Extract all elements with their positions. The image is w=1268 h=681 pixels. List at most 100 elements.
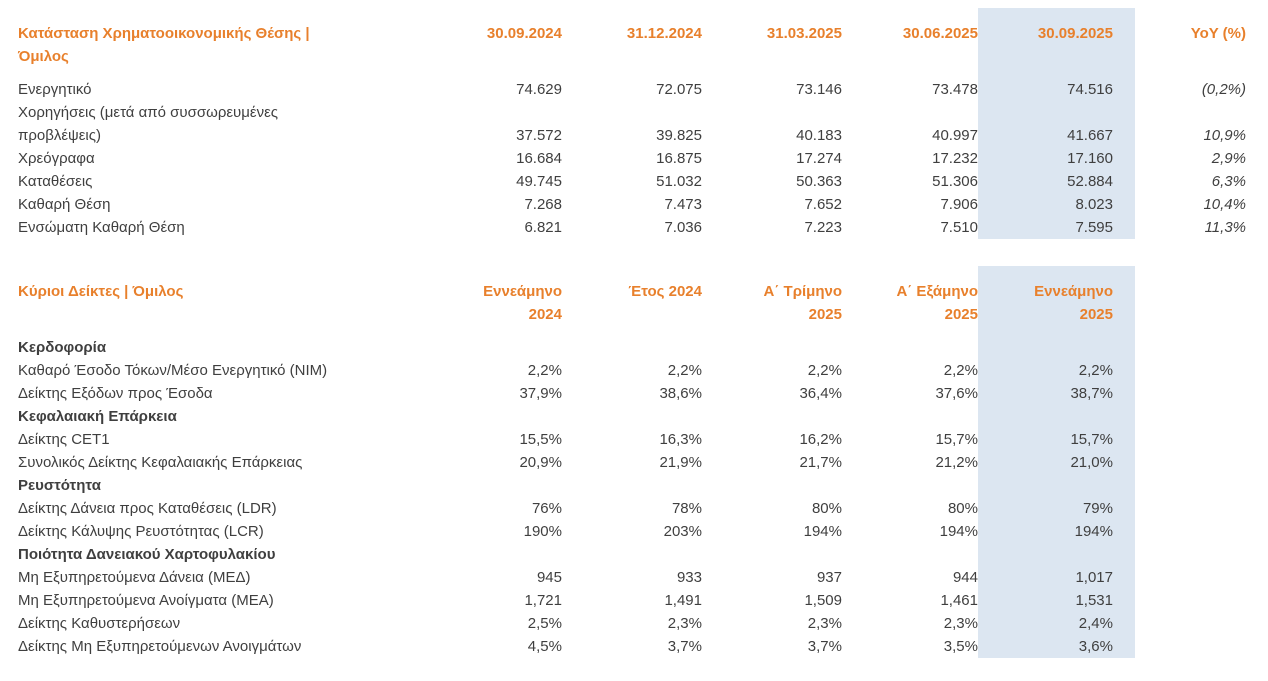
value-cell: 1,017	[978, 566, 1135, 589]
balance-sheet-body: Ενεργητικό 74.629 72.075 73.146 73.478 74.516…	[18, 68, 1246, 239]
table-row: Δείκτης Μη Εξυπηρετούμενων Ανοιγμάτων 4,5…	[18, 635, 1135, 658]
value-cell: 38,7%	[978, 382, 1135, 405]
value-cell: 190%	[523, 523, 562, 540]
empty-cell	[422, 474, 562, 497]
column-header: Α΄ Εξάμηνο 2025	[896, 283, 978, 323]
key-indicators-table: Κύριοι Δείκτες | Όμιλος Εννεάμηνο 2024 Έτ…	[18, 266, 1135, 658]
section-label: Ποιότητα Δανειακού Χαρτοφυλακίου	[18, 546, 276, 563]
value-cell: 7.595	[978, 216, 1135, 239]
value-cell: 52.884	[978, 170, 1135, 193]
column-header: 30.06.2025	[902, 25, 978, 42]
empty-cell	[702, 543, 842, 566]
row-label: Χρεόγραφα	[18, 150, 95, 167]
value-cell: 16.875	[656, 150, 702, 167]
row-label: Καθαρή Θέση	[18, 196, 111, 213]
table-row: Δείκτης CET1 15,5% 16,3% 16,2% 15,7% 15,7%	[18, 428, 1135, 451]
value-cell: 40.183	[796, 127, 842, 144]
section-label: Ρευστότητα	[18, 477, 101, 494]
yoy-value-cell: 2,9%	[1211, 150, 1246, 167]
empty-cell	[842, 543, 978, 566]
value-cell: 73.478	[932, 81, 978, 98]
column-header: Εννεάμηνο 2025	[978, 266, 1135, 326]
row-label: Μη Εξυπηρετούμενα Ανοίγματα (ΜΕΑ)	[18, 592, 274, 609]
empty-cell	[702, 405, 842, 428]
value-cell: 2,2%	[978, 359, 1135, 382]
empty-cell	[978, 326, 1135, 359]
value-cell: 944	[952, 569, 978, 586]
value-cell: 16.684	[516, 150, 562, 167]
empty-cell	[702, 474, 842, 497]
value-cell: 51.032	[656, 173, 702, 190]
value-cell: 74.629	[516, 81, 562, 98]
value-cell: 7.473	[664, 196, 702, 213]
yoy-value-cell: 10,9%	[1203, 127, 1246, 144]
column-header: 31.12.2024	[626, 25, 702, 42]
value-cell: 945	[536, 569, 562, 586]
value-cell: 41.667	[978, 101, 1135, 147]
value-cell: 74.516	[978, 68, 1135, 101]
value-cell: 194%	[803, 523, 842, 540]
value-cell: 20,9%	[519, 454, 562, 471]
column-header: 31.03.2025	[766, 25, 842, 42]
value-cell: 50.363	[796, 173, 842, 190]
empty-cell	[842, 326, 978, 359]
value-cell: 21,2%	[935, 454, 978, 471]
value-cell: 3,7%	[667, 638, 702, 655]
value-cell: 7.906	[940, 196, 978, 213]
value-cell: 40.997	[932, 127, 978, 144]
value-cell: 37,6%	[935, 385, 978, 402]
value-cell: 1,721	[524, 592, 562, 609]
column-header: Εννεάμηνο 2024	[483, 283, 562, 323]
value-cell: 8.023	[978, 193, 1135, 216]
section-row: Κερδοφορία	[18, 326, 1135, 359]
value-cell: 7.652	[804, 196, 842, 213]
table-row: Δείκτης Εξόδων προς Έσοδα 37,9% 38,6% 36,4%…	[18, 382, 1135, 405]
value-cell: 937	[816, 569, 842, 586]
value-cell: 80%	[947, 500, 978, 517]
empty-cell	[842, 405, 978, 428]
row-label: Συνολικός Δείκτης Κεφαλαιακής Επάρκειας	[18, 454, 303, 471]
row-label: Καθαρό Έσοδο Τόκων/Μέσο Ενεργητικό (ΝΙΜ)	[18, 362, 328, 379]
value-cell: 49.745	[516, 173, 562, 190]
empty-cell	[422, 543, 562, 566]
row-label: Ενσώματη Καθαρή Θέση	[18, 219, 185, 236]
empty-cell	[562, 405, 702, 428]
value-cell: 37.572	[516, 127, 562, 144]
yoy-value-cell: 11,3%	[1204, 219, 1246, 236]
table-row: Δείκτης Κάλυψης Ρευστότητας (LCR) 190% 203…	[18, 520, 1135, 543]
balance-sheet-title: Κατάσταση Χρηματοοικονομικής Θέσης | Όμι…	[18, 25, 310, 65]
value-cell: 203%	[663, 523, 702, 540]
table-row: Μη Εξυπηρετούμενα Δάνεια (ΜΕΔ) 945 933 937 9…	[18, 566, 1135, 589]
value-cell: 2,2%	[943, 362, 978, 379]
value-cell: 2,4%	[978, 612, 1135, 635]
value-cell: 21,7%	[799, 454, 842, 471]
table-row: Καθαρή Θέση 7.268 7.473 7.652 7.906 8.023 10,4…	[18, 193, 1246, 216]
value-cell: 72.075	[656, 81, 702, 98]
value-cell: 2,5%	[527, 615, 562, 632]
value-cell: 2,2%	[667, 362, 702, 379]
value-cell: 37,9%	[519, 385, 562, 402]
table-row: Καθαρό Έσοδο Τόκων/Μέσο Ενεργητικό (ΝΙΜ)…	[18, 359, 1135, 382]
empty-cell	[702, 326, 842, 359]
value-cell: 79%	[978, 497, 1135, 520]
value-cell: 38,6%	[659, 385, 702, 402]
value-cell: 15,7%	[978, 428, 1135, 451]
value-cell: 7.223	[804, 219, 842, 236]
value-cell: 39.825	[656, 127, 702, 144]
empty-cell	[562, 474, 702, 497]
row-label: Δείκτης CET1	[18, 431, 110, 448]
value-cell: 15,5%	[519, 431, 562, 448]
table-row: Χρεόγραφα 16.684 16.875 17.274 17.232 17.160 2…	[18, 147, 1246, 170]
value-cell: 1,531	[978, 589, 1135, 612]
value-cell: 36,4%	[799, 385, 842, 402]
table-row: Ενσώματη Καθαρή Θέση 6.821 7.036 7.223 7.510…	[18, 216, 1246, 239]
table-row: Χορηγήσεις (μετά από συσσωρευμένες προβλ…	[18, 101, 1246, 147]
value-cell: 6.821	[524, 219, 562, 236]
row-label: Δείκτης Καθυστερήσεων	[18, 615, 181, 632]
table-row: Συνολικός Δείκτης Κεφαλαιακής Επάρκειας 2…	[18, 451, 1135, 474]
column-header: 30.09.2024	[486, 25, 562, 42]
key-indicators-title: Κύριοι Δείκτες | Όμιλος	[18, 283, 184, 300]
section-row: Ρευστότητα	[18, 474, 1135, 497]
balance-sheet-header-row: Κατάσταση Χρηματοοικονομικής Θέσης | Όμι…	[18, 8, 1246, 68]
